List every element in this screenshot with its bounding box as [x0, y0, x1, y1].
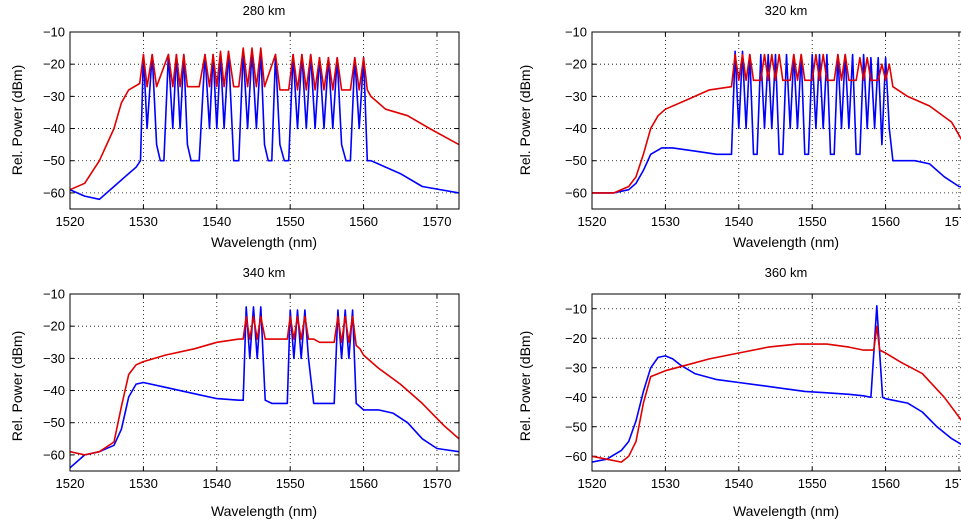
axes-frame	[69, 31, 460, 210]
axes-frame	[69, 293, 460, 472]
y-tick-label: −60	[565, 449, 587, 464]
panel-title: 280 km	[243, 3, 286, 18]
y-tick-label: −20	[43, 319, 65, 334]
series-line-blue	[70, 306, 459, 469]
axes-frame	[591, 293, 961, 472]
y-tick-label: −40	[565, 121, 587, 136]
y-tick-label: −20	[565, 57, 587, 72]
panel-340km: 340 km Wavelength (nm) Rel. Power (dBm) …	[9, 265, 460, 519]
series-line-blue	[592, 304, 961, 463]
plot-area	[70, 32, 459, 209]
y-axis-label: Rel. Power (dBm)	[517, 331, 533, 441]
plot-area	[592, 32, 961, 209]
series-line-red	[592, 325, 961, 463]
series-line-red	[592, 53, 961, 194]
x-tick-label: 1560	[349, 214, 378, 229]
y-tick-label: −30	[43, 351, 65, 366]
x-tick-label: 1550	[798, 476, 827, 491]
x-tick-label: 1540	[724, 476, 753, 491]
y-tick-label: −10	[43, 287, 65, 302]
y-tick-label: −10	[565, 25, 587, 40]
x-tick-label: 1550	[798, 214, 827, 229]
y-tick-label: −60	[43, 185, 65, 200]
y-tick-label: −40	[43, 121, 65, 136]
x-tick-label: 1530	[129, 214, 158, 229]
x-tick-label: 1550	[276, 214, 305, 229]
y-axis-label: Rel. Power (dBm)	[517, 65, 533, 175]
y-axis-label: Rel. Power (dBm)	[9, 331, 25, 441]
y-tick-label: −60	[565, 185, 587, 200]
y-tick-label: −40	[43, 383, 65, 398]
x-tick-label: 1530	[651, 214, 680, 229]
x-tick-label: 1530	[651, 476, 680, 491]
x-axis-label: Wavelength (nm)	[211, 234, 317, 250]
x-axis-label: Wavelength (nm)	[211, 503, 317, 519]
series-line-red	[70, 47, 459, 191]
x-tick-label: 1570	[423, 476, 452, 491]
x-tick-label: 1520	[56, 214, 85, 229]
series-line-red	[70, 315, 459, 456]
series-line-blue	[592, 50, 961, 194]
y-tick-label: −50	[43, 153, 65, 168]
y-tick-label: −20	[565, 331, 587, 346]
y-tick-label: −10	[43, 25, 65, 40]
x-tick-label: 1570	[945, 476, 961, 491]
x-tick-label: 1560	[871, 476, 900, 491]
x-tick-label: 1540	[202, 476, 231, 491]
y-tick-label: −60	[43, 447, 65, 462]
x-tick-label: 1520	[578, 476, 607, 491]
series-line-blue	[70, 50, 459, 201]
x-tick-label: 1570	[423, 214, 452, 229]
x-axis-label: Wavelength (nm)	[733, 234, 839, 250]
y-tick-label: −30	[43, 89, 65, 104]
x-tick-label: 1550	[276, 476, 305, 491]
y-axis-label: Rel. Power (dBm)	[9, 65, 25, 175]
x-tick-label: 1560	[871, 214, 900, 229]
y-tick-label: −50	[565, 419, 587, 434]
y-tick-label: −20	[43, 57, 65, 72]
x-tick-label: 1520	[578, 214, 607, 229]
panel-360km: 360 km Wavelength (nm) Rel. Power (dBm) …	[517, 265, 961, 519]
panel-title: 320 km	[765, 3, 808, 18]
y-tick-label: −50	[565, 153, 587, 168]
x-tick-label: 1540	[724, 214, 753, 229]
x-tick-label: 1530	[129, 476, 158, 491]
x-tick-label: 1570	[945, 214, 961, 229]
y-tick-label: −10	[565, 301, 587, 316]
panel-280km: 280 km Wavelength (nm) Rel. Power (dBm) …	[9, 3, 460, 250]
x-tick-label: 1540	[202, 214, 231, 229]
y-tick-label: −50	[43, 415, 65, 430]
y-tick-label: −30	[565, 360, 587, 375]
panel-title: 340 km	[243, 265, 286, 280]
panel-320km: 320 km Wavelength (nm) Rel. Power (dBm) …	[517, 3, 961, 250]
y-tick-label: −30	[565, 89, 587, 104]
axes-frame	[591, 31, 961, 210]
y-tick-label: −40	[565, 390, 587, 405]
x-tick-label: 1520	[56, 476, 85, 491]
x-tick-label: 1560	[349, 476, 378, 491]
x-axis-label: Wavelength (nm)	[733, 503, 839, 519]
panel-title: 360 km	[765, 265, 808, 280]
plot-area	[592, 294, 961, 471]
